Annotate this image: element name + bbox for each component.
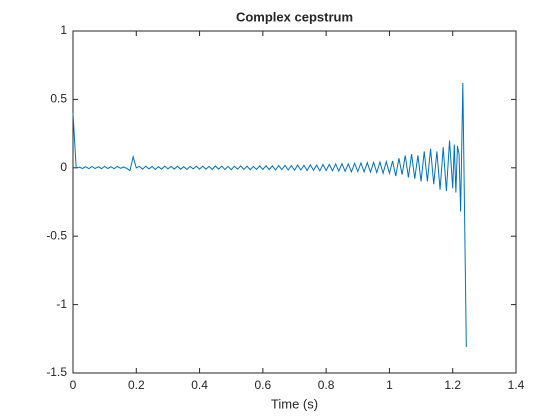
x-axis-label: Time (s) bbox=[271, 396, 318, 411]
x-tick-label: 1.4 bbox=[508, 378, 525, 392]
x-tick-label: 1.2 bbox=[444, 378, 461, 392]
x-tick-label: 0 bbox=[70, 378, 77, 392]
x-tick-label: 1 bbox=[386, 378, 393, 392]
line-series bbox=[72, 82, 467, 348]
y-tick-label: -0.5 bbox=[46, 228, 67, 242]
x-tick-label: 0.4 bbox=[191, 378, 208, 392]
x-tick-label: 0.2 bbox=[128, 378, 145, 392]
x-tick-label: 0.6 bbox=[255, 378, 272, 392]
x-tick-label: 0.8 bbox=[318, 378, 335, 392]
chart-title: Complex cepstrum bbox=[236, 9, 353, 24]
axes-box bbox=[72, 30, 517, 374]
y-tick-label: -1 bbox=[56, 297, 67, 311]
y-tick-label: 0 bbox=[60, 160, 67, 174]
y-tick-label: -1.5 bbox=[46, 365, 67, 379]
y-tick-label: 0.5 bbox=[50, 92, 67, 106]
y-tick-label: 1 bbox=[60, 23, 67, 37]
